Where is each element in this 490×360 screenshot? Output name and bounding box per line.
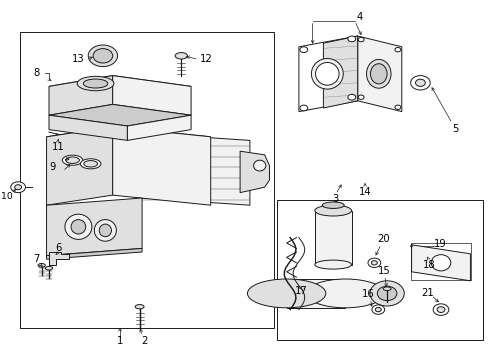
- Ellipse shape: [370, 64, 387, 84]
- Circle shape: [348, 36, 356, 42]
- Polygon shape: [49, 115, 127, 140]
- Ellipse shape: [99, 224, 111, 237]
- Text: 3: 3: [333, 194, 339, 204]
- Ellipse shape: [84, 161, 98, 167]
- Text: 9: 9: [49, 162, 56, 172]
- Circle shape: [370, 281, 404, 306]
- Ellipse shape: [71, 220, 86, 234]
- Text: 4: 4: [357, 12, 363, 22]
- Bar: [20, 32, 274, 328]
- Text: 11: 11: [51, 142, 64, 152]
- Ellipse shape: [247, 279, 326, 308]
- Text: 13: 13: [72, 54, 85, 64]
- Circle shape: [395, 48, 401, 52]
- Text: 7: 7: [33, 254, 40, 264]
- Circle shape: [348, 94, 356, 100]
- Ellipse shape: [62, 155, 83, 165]
- Polygon shape: [49, 104, 191, 126]
- Text: 16: 16: [362, 289, 375, 299]
- Ellipse shape: [383, 287, 391, 291]
- Polygon shape: [287, 279, 345, 308]
- Text: 17: 17: [295, 285, 308, 296]
- Circle shape: [88, 45, 118, 67]
- Circle shape: [15, 185, 22, 190]
- Polygon shape: [47, 127, 113, 205]
- Ellipse shape: [66, 157, 79, 163]
- Ellipse shape: [315, 205, 352, 216]
- Circle shape: [300, 47, 308, 53]
- Text: 19: 19: [434, 239, 446, 249]
- Text: 15: 15: [378, 266, 391, 276]
- Bar: [411, 243, 471, 280]
- Ellipse shape: [46, 266, 53, 270]
- Circle shape: [300, 105, 308, 111]
- Text: 1: 1: [117, 336, 123, 346]
- Bar: [315, 211, 352, 265]
- Circle shape: [437, 307, 445, 312]
- Ellipse shape: [38, 264, 45, 267]
- Circle shape: [11, 182, 25, 193]
- Text: 10: 10: [1, 192, 13, 201]
- Ellipse shape: [367, 59, 391, 88]
- Text: 20: 20: [377, 234, 390, 244]
- Ellipse shape: [316, 63, 339, 85]
- Text: 14: 14: [359, 186, 371, 197]
- Polygon shape: [47, 248, 142, 259]
- Circle shape: [368, 258, 381, 267]
- Circle shape: [433, 304, 449, 315]
- Ellipse shape: [322, 202, 344, 208]
- Ellipse shape: [431, 255, 451, 271]
- Ellipse shape: [135, 305, 144, 309]
- Circle shape: [416, 79, 425, 86]
- Ellipse shape: [65, 214, 92, 239]
- Polygon shape: [47, 127, 211, 147]
- Ellipse shape: [254, 160, 266, 171]
- Text: 21: 21: [421, 288, 434, 298]
- Polygon shape: [113, 127, 211, 205]
- Ellipse shape: [83, 79, 108, 88]
- Circle shape: [358, 95, 364, 99]
- Circle shape: [358, 37, 364, 42]
- Circle shape: [372, 305, 385, 314]
- Text: 5: 5: [452, 123, 459, 134]
- Polygon shape: [49, 76, 191, 97]
- Polygon shape: [113, 76, 191, 115]
- Polygon shape: [142, 133, 250, 205]
- Circle shape: [411, 76, 430, 90]
- Text: 18: 18: [422, 260, 435, 270]
- Polygon shape: [358, 36, 402, 112]
- Circle shape: [371, 261, 377, 265]
- Ellipse shape: [315, 260, 352, 269]
- Polygon shape: [323, 36, 358, 108]
- Ellipse shape: [312, 58, 343, 89]
- Circle shape: [93, 49, 113, 63]
- Ellipse shape: [77, 76, 114, 91]
- Circle shape: [395, 105, 401, 109]
- Polygon shape: [49, 76, 113, 115]
- Polygon shape: [47, 198, 142, 256]
- Circle shape: [375, 307, 381, 312]
- Ellipse shape: [306, 279, 385, 308]
- Ellipse shape: [80, 159, 101, 169]
- Bar: [277, 200, 483, 340]
- Polygon shape: [49, 252, 69, 265]
- Ellipse shape: [175, 53, 187, 59]
- Circle shape: [377, 286, 397, 301]
- Text: 8: 8: [34, 68, 40, 78]
- Polygon shape: [240, 151, 270, 193]
- Polygon shape: [412, 245, 470, 281]
- Polygon shape: [299, 36, 358, 112]
- Polygon shape: [127, 115, 191, 140]
- Ellipse shape: [94, 220, 117, 241]
- Text: 2: 2: [141, 336, 148, 346]
- Text: 12: 12: [199, 54, 212, 64]
- Text: 6: 6: [55, 243, 62, 253]
